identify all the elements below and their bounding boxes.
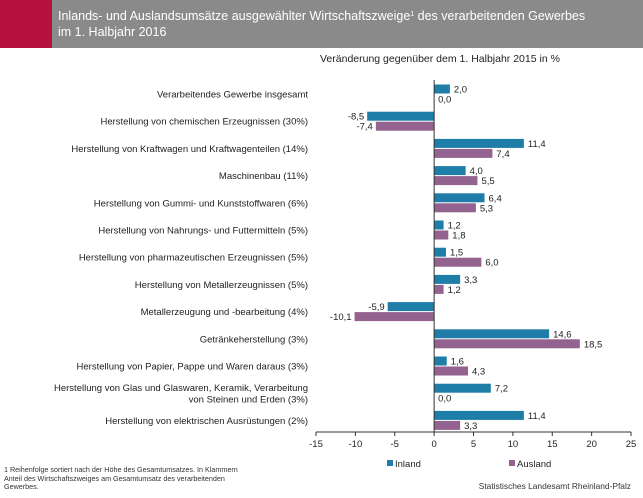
category-label-8: Metallerzeugung und -bearbeitung (4%) (141, 307, 308, 318)
legend-label-inland: Inland (395, 459, 421, 470)
category-label-3: Maschinenbau (11%) (219, 171, 308, 182)
value-label-ausland-11: 0,0 (438, 394, 451, 405)
value-label-ausland-0: 0,0 (438, 95, 451, 106)
category-label-11-line-0: Herstellung von Glas und Glaswaren, Kera… (54, 383, 308, 394)
x-tick-label-8: 25 (626, 439, 637, 450)
value-label-inland-1: -8,5 (348, 112, 364, 123)
x-tick-label-7: 20 (586, 439, 597, 450)
footnote: 1 Reihenfolge sortiert nach der Höhe des… (4, 465, 238, 492)
value-label-inland-7: 3,3 (464, 275, 477, 286)
bar-ausland-2 (434, 148, 493, 158)
bar-inland-9 (434, 329, 550, 339)
x-tick-label-4: 5 (471, 439, 476, 450)
bar-inland-10 (434, 356, 447, 366)
bar-ausland-3 (434, 176, 478, 186)
value-label-inland-3: 4,0 (470, 166, 483, 177)
bar-inland-12 (434, 410, 524, 420)
title-footnote-marker: 1 (410, 11, 415, 18)
value-label-inland-8: -5,9 (368, 302, 384, 313)
value-label-ausland-6: 6,0 (485, 258, 498, 269)
value-label-inland-4: 6,4 (489, 193, 502, 204)
category-label-11-line-1: von Steinen und Erden (3%) (189, 394, 308, 405)
header-accent (0, 0, 52, 48)
value-label-ausland-12: 3,3 (464, 421, 477, 432)
x-tick-label-2: -5 (391, 439, 399, 450)
legend-swatch-ausland (509, 460, 515, 466)
value-label-inland-10: 1,6 (451, 357, 464, 368)
bar-inland-6 (434, 247, 446, 257)
x-tick-label-5: 10 (508, 439, 519, 450)
title-line1: Inlands- und Auslandsumsätze ausgewählte… (58, 9, 411, 23)
value-label-ausland-5: 1,8 (452, 231, 465, 242)
value-label-inland-2: 11,4 (528, 139, 546, 150)
bar-ausland-9 (434, 339, 580, 349)
bar-inland-5 (434, 220, 444, 230)
bar-ausland-5 (434, 230, 449, 240)
category-label-2: Herstellung von Kraftwagen und Kraftwage… (71, 144, 308, 155)
legend-label-ausland: Ausland (517, 459, 551, 470)
title-line1-end: des verarbeitenden Gewerbes (414, 9, 586, 23)
x-tick-label-0: -15 (309, 439, 323, 450)
value-label-inland-5: 1,2 (448, 221, 461, 232)
value-label-inland-6: 1,5 (450, 248, 463, 259)
category-label-9: Getränkeherstellung (3%) (200, 334, 308, 345)
value-label-inland-11: 7,2 (495, 384, 508, 395)
category-label-0: Verarbeitendes Gewerbe insgesamt (157, 90, 308, 101)
bar-ausland-1 (375, 121, 435, 131)
bar-ausland-8 (354, 312, 435, 322)
chart-title: Inlands- und Auslandsumsätze ausgewählte… (58, 7, 638, 40)
value-label-inland-9: 14,6 (553, 329, 572, 340)
x-tick-label-6: 15 (547, 439, 558, 450)
value-label-inland-0: 2,0 (454, 85, 467, 96)
category-label-4: Herstellung von Gummi- und Kunststoffwar… (94, 198, 308, 209)
bar-ausland-12 (434, 420, 461, 430)
value-label-ausland-8: -10,1 (330, 312, 352, 323)
bar-inland-4 (434, 193, 485, 203)
bar-inland-0 (434, 84, 450, 94)
bar-inland-3 (434, 166, 466, 176)
bar-inland-7 (434, 274, 461, 284)
value-label-inland-12: 11,4 (528, 411, 546, 422)
bar-ausland-7 (434, 284, 444, 294)
legend-swatch-inland (387, 460, 393, 466)
value-label-ausland-10: 4,3 (472, 367, 485, 378)
category-label-7: Herstellung von Metallerzeugnissen (5%) (135, 280, 308, 291)
source-label: Statistisches Landesamt Rheinland-Pfalz (478, 481, 631, 491)
value-label-ausland-1: -7,4 (356, 122, 372, 133)
x-tick-label-1: -10 (349, 439, 363, 450)
chart-subtitle: Veränderung gegenüber dem 1. Halbjahr 20… (320, 53, 560, 65)
category-label-12: Herstellung von elektrischen Ausrüstunge… (105, 416, 308, 427)
header-bar: Inlands- und Auslandsumsätze ausgewählte… (0, 0, 643, 48)
category-label-10: Herstellung von Papier, Pappe und Waren … (77, 362, 308, 373)
bar-inland-1 (367, 111, 435, 121)
category-label-5: Herstellung von Nahrungs- und Futtermitt… (98, 226, 308, 237)
bar-inland-8 (387, 302, 435, 312)
value-label-ausland-2: 7,4 (496, 149, 509, 160)
category-label-6: Herstellung von pharmazeutischen Erzeugn… (79, 253, 308, 264)
value-label-ausland-9: 18,5 (584, 339, 603, 350)
value-label-ausland-4: 5,3 (480, 203, 493, 214)
category-label-1: Herstellung von chemischen Erzeugnissen … (100, 117, 308, 128)
title-line2: im 1. Halbjahr 2016 (58, 25, 167, 39)
value-label-ausland-7: 1,2 (448, 285, 461, 296)
x-tick-label-3: 0 (431, 439, 436, 450)
bar-inland-11 (434, 383, 491, 393)
bar-ausland-4 (434, 203, 476, 213)
bar-inland-2 (434, 138, 524, 148)
bar-ausland-6 (434, 257, 482, 267)
value-label-ausland-3: 5,5 (481, 176, 494, 187)
bar-ausland-10 (434, 366, 468, 376)
